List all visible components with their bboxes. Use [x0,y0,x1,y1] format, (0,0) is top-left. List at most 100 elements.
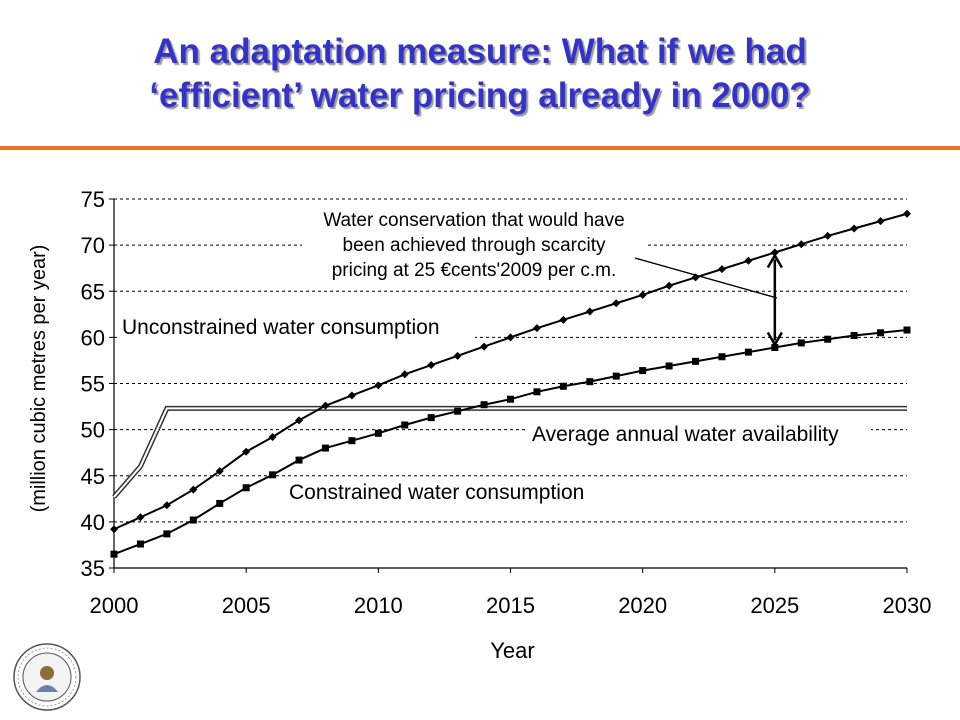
label-unconstrained: Unconstrained water consumption [122,316,440,339]
data-point [559,382,567,390]
slide-title-line-1: An adaptation measure: What if we had [153,32,807,71]
slide-title-line-2: ‘efficient’ water pricing already in 200… [149,76,811,115]
series-unconstrained [110,209,911,534]
data-point [347,391,356,400]
data-point [850,332,858,340]
data-point [586,378,594,386]
x-tick-label: 2025 [750,593,799,618]
label-availability: Average annual water availability [532,423,839,446]
data-point [374,429,382,437]
x-tick-label: 2015 [486,593,535,618]
data-point [480,342,489,351]
series-availability [112,405,907,499]
data-point [400,370,409,379]
data-point [797,339,805,347]
data-point [427,361,436,370]
data-point [559,315,568,324]
data-point [877,329,885,337]
data-point [665,281,674,290]
annotation-line: pricing at 25 €cents'2009 per c.m. [332,260,617,281]
data-point [295,456,303,464]
data-point [453,351,462,360]
slide-title: An adaptation measure: What if we had ‘e… [0,30,960,118]
data-point [639,367,647,375]
label-box [526,419,871,447]
title-divider [0,146,960,150]
data-point [136,540,144,548]
data-point [427,414,435,422]
data-point [269,471,277,479]
y-tick-label: 35 [81,556,105,581]
data-point [163,530,171,538]
data-point [771,344,779,352]
data-point [110,550,118,558]
annotation-line: Water conservation that would have [323,210,624,231]
data-point [665,362,673,370]
data-point [507,395,514,403]
data-point [321,444,329,452]
data-point [744,256,753,265]
x-axis-title: Year [490,638,534,663]
data-point [717,265,726,274]
data-point [374,381,383,390]
label-box [119,312,475,342]
data-point [797,240,806,249]
label-box [284,477,620,505]
data-point [638,290,647,299]
x-tick-label: 2005 [222,593,271,618]
data-point [268,433,277,442]
data-point [612,372,620,380]
data-point [189,485,198,494]
data-point [110,525,118,534]
data-point [718,353,726,361]
y-tick-label: 60 [81,325,105,350]
university-seal-icon [13,643,81,711]
data-point [903,209,911,218]
data-point [903,326,911,334]
data-point [770,248,779,257]
annotation-pointer [634,257,778,299]
annotation-box [302,202,647,288]
data-point [295,416,304,425]
data-point [823,231,832,240]
data-point [348,437,356,445]
data-point [215,467,224,476]
data-point [850,224,859,233]
y-tick-label: 75 [81,187,105,212]
data-point [533,388,541,396]
y-tick-label: 70 [81,233,105,258]
y-tick-label: 40 [81,510,105,535]
data-point [162,501,171,510]
data-point [612,299,621,308]
data-point [744,348,752,356]
data-point [532,324,541,333]
data-point [876,217,885,226]
data-point [321,401,330,410]
y-tick-label: 50 [81,418,105,443]
data-point [216,499,224,507]
x-tick-label: 2010 [354,593,403,618]
data-point [189,516,197,524]
y-tick-label: 55 [81,372,105,397]
arrowhead-bottom [766,331,783,348]
label-constrained: Constrained water consumption [289,481,584,504]
data-point [454,407,462,415]
data-point [585,307,594,316]
data-point [401,421,409,429]
y-tick-label: 45 [81,464,105,489]
availability-line-inner [113,407,907,498]
y-axis-title: (million cubic metres per year) [28,245,50,513]
x-tick-label: 2000 [90,593,139,618]
series-constrained [110,326,911,558]
data-point [136,513,145,522]
data-point [824,335,832,343]
data-point [242,484,250,492]
x-tick-label: 2030 [883,593,932,618]
data-point [692,357,700,365]
data-point [480,401,488,409]
arrowhead-top [766,253,783,269]
data-point [506,333,515,342]
y-tick-label: 65 [81,279,105,304]
annotation-line: been achieved through scarcity [343,235,606,256]
